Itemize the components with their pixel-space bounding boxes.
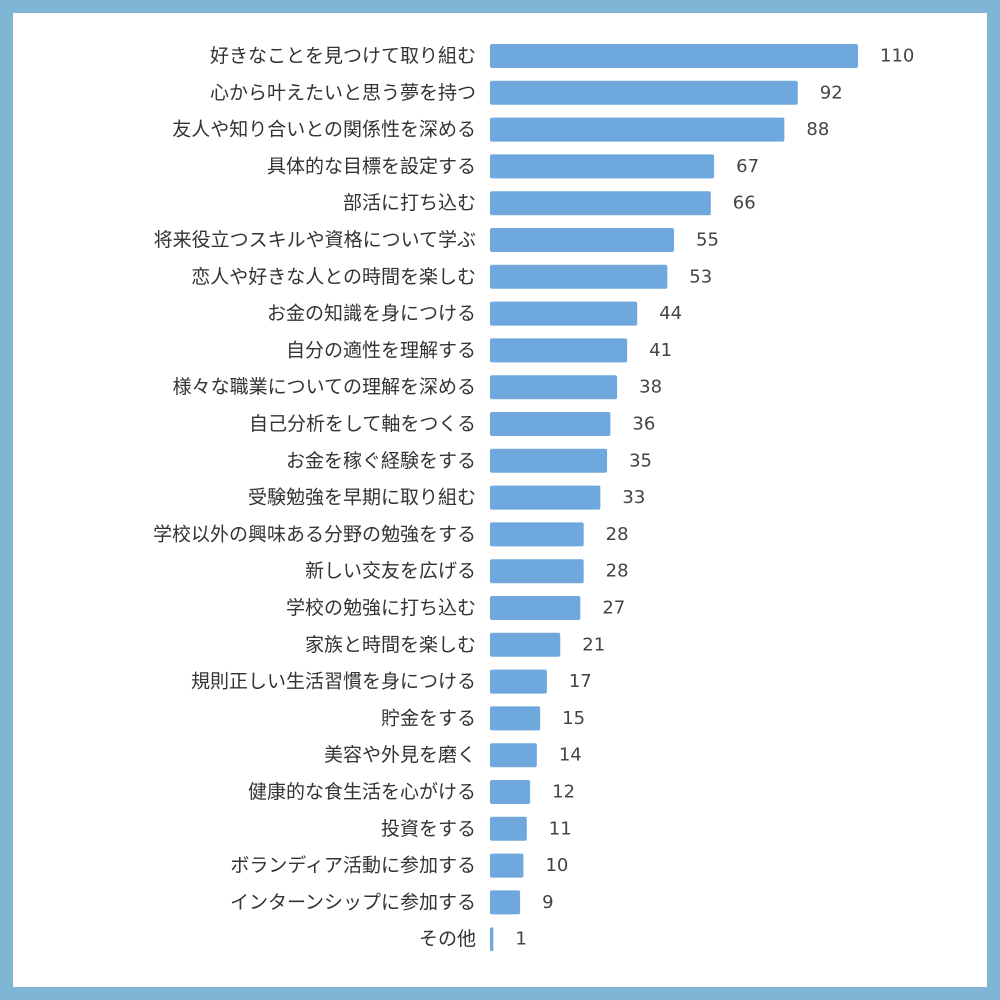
value-label: 110 bbox=[880, 46, 914, 67]
category-label: 投資をする bbox=[381, 818, 476, 840]
category-label: ボランディア活動に参加する bbox=[230, 855, 476, 877]
bar bbox=[490, 448, 608, 473]
bar bbox=[490, 632, 561, 657]
category-label: お金の知識を身につける bbox=[267, 303, 476, 325]
category-label: 様々な職業についての理解を深める bbox=[173, 376, 476, 398]
bar bbox=[490, 412, 611, 436]
category-label: 美容や外見を磨く bbox=[324, 744, 476, 766]
value-label: 66 bbox=[733, 193, 756, 214]
category-label: 好きなことを見つけて取り組む bbox=[210, 45, 476, 67]
category-label: インターンシップに参加する bbox=[230, 891, 476, 913]
bar bbox=[490, 117, 785, 142]
bar bbox=[490, 375, 618, 400]
category-label: 自己分析をして軸をつくる bbox=[249, 413, 476, 435]
bar bbox=[490, 191, 711, 216]
value-label: 88 bbox=[806, 119, 829, 140]
value-label: 12 bbox=[552, 782, 575, 803]
value-label: 14 bbox=[559, 745, 582, 766]
bar bbox=[490, 780, 531, 804]
value-label: 15 bbox=[562, 708, 585, 729]
value-label: 53 bbox=[689, 266, 712, 287]
category-label: 健康的な食生活を心がける bbox=[248, 781, 476, 803]
bar bbox=[490, 706, 541, 731]
bar bbox=[490, 596, 581, 620]
category-label: 新しい交友を広げる bbox=[305, 560, 476, 582]
value-label: 33 bbox=[622, 487, 645, 508]
category-label: 友人や知り合いとの関係性を深める bbox=[172, 119, 476, 141]
bar bbox=[490, 80, 798, 105]
value-label: 28 bbox=[606, 561, 629, 582]
category-label: 将来役立つスキルや資格について学ぶ bbox=[154, 229, 476, 251]
value-label: 28 bbox=[606, 524, 629, 545]
bar bbox=[490, 559, 584, 584]
value-label: 1 bbox=[515, 929, 526, 950]
bar bbox=[490, 301, 638, 326]
category-label: 部活に打ち込む bbox=[343, 192, 476, 214]
bar bbox=[490, 890, 521, 915]
category-label: お金を稼ぐ経験をする bbox=[286, 450, 476, 472]
bar bbox=[490, 44, 858, 68]
category-label: その他 bbox=[419, 928, 476, 950]
value-label: 67 bbox=[736, 156, 759, 177]
value-label: 44 bbox=[659, 303, 682, 324]
value-label: 9 bbox=[542, 892, 553, 913]
category-label: 具体的な目標を設定する bbox=[267, 155, 476, 177]
value-label: 41 bbox=[649, 340, 672, 361]
bar bbox=[490, 338, 628, 363]
category-label: 学校の勉強に打ち込む bbox=[286, 597, 476, 619]
value-label: 21 bbox=[582, 634, 605, 655]
bar bbox=[490, 743, 537, 768]
value-label: 27 bbox=[602, 598, 625, 619]
value-label: 55 bbox=[696, 230, 719, 251]
category-label: 学校以外の興味ある分野の勉強をする bbox=[153, 523, 476, 545]
bar bbox=[490, 853, 524, 878]
bar bbox=[490, 485, 601, 510]
value-label: 17 bbox=[569, 671, 592, 692]
value-label: 36 bbox=[632, 414, 655, 435]
bar bbox=[490, 228, 674, 252]
bar bbox=[490, 154, 715, 179]
value-label: 38 bbox=[639, 377, 662, 398]
category-label: 自分の適性を理解する bbox=[286, 339, 476, 361]
value-label: 35 bbox=[629, 450, 652, 471]
category-label: 恋人や好きな人との時間を楽しむ bbox=[191, 266, 476, 288]
bar bbox=[490, 669, 547, 694]
bar bbox=[490, 264, 668, 289]
bar bbox=[490, 522, 584, 547]
category-label: 心から叶えたいと思う夢を持つ bbox=[210, 82, 476, 104]
value-label: 11 bbox=[549, 818, 572, 839]
bar bbox=[490, 927, 494, 952]
category-label: 家族と時間を楽しむ bbox=[305, 634, 476, 656]
category-label: 規則正しい生活習慣を身につける bbox=[191, 671, 476, 693]
value-label: 92 bbox=[820, 82, 843, 103]
category-label: 受験勉強を早期に取り組む bbox=[248, 487, 476, 509]
category-label: 貯金をする bbox=[381, 707, 476, 729]
bar bbox=[490, 816, 527, 841]
value-label: 10 bbox=[545, 855, 568, 876]
